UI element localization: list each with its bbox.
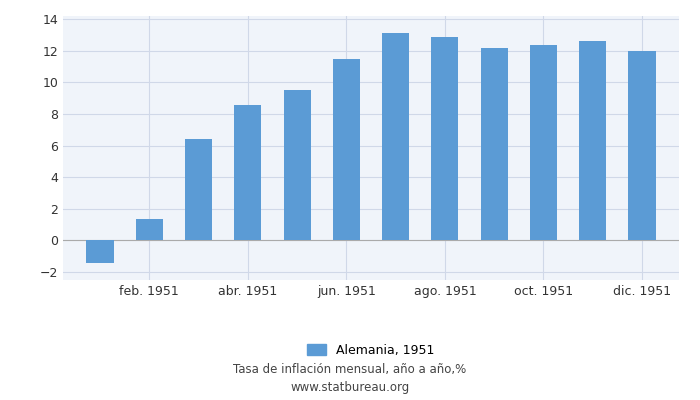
Bar	[629, 51, 656, 240]
Text: www.statbureau.org: www.statbureau.org	[290, 382, 410, 394]
Bar	[332, 59, 360, 240]
Bar	[136, 219, 163, 240]
Bar	[382, 33, 410, 240]
Legend: Alemania, 1951: Alemania, 1951	[302, 339, 440, 362]
Bar	[431, 37, 458, 240]
Bar	[185, 139, 212, 240]
Text: Tasa de inflación mensual, año a año,%: Tasa de inflación mensual, año a año,%	[233, 364, 467, 376]
Bar	[284, 90, 311, 240]
Bar	[481, 48, 508, 240]
Bar	[234, 104, 261, 240]
Bar	[530, 45, 557, 240]
Bar	[579, 41, 606, 240]
Bar	[86, 240, 113, 263]
